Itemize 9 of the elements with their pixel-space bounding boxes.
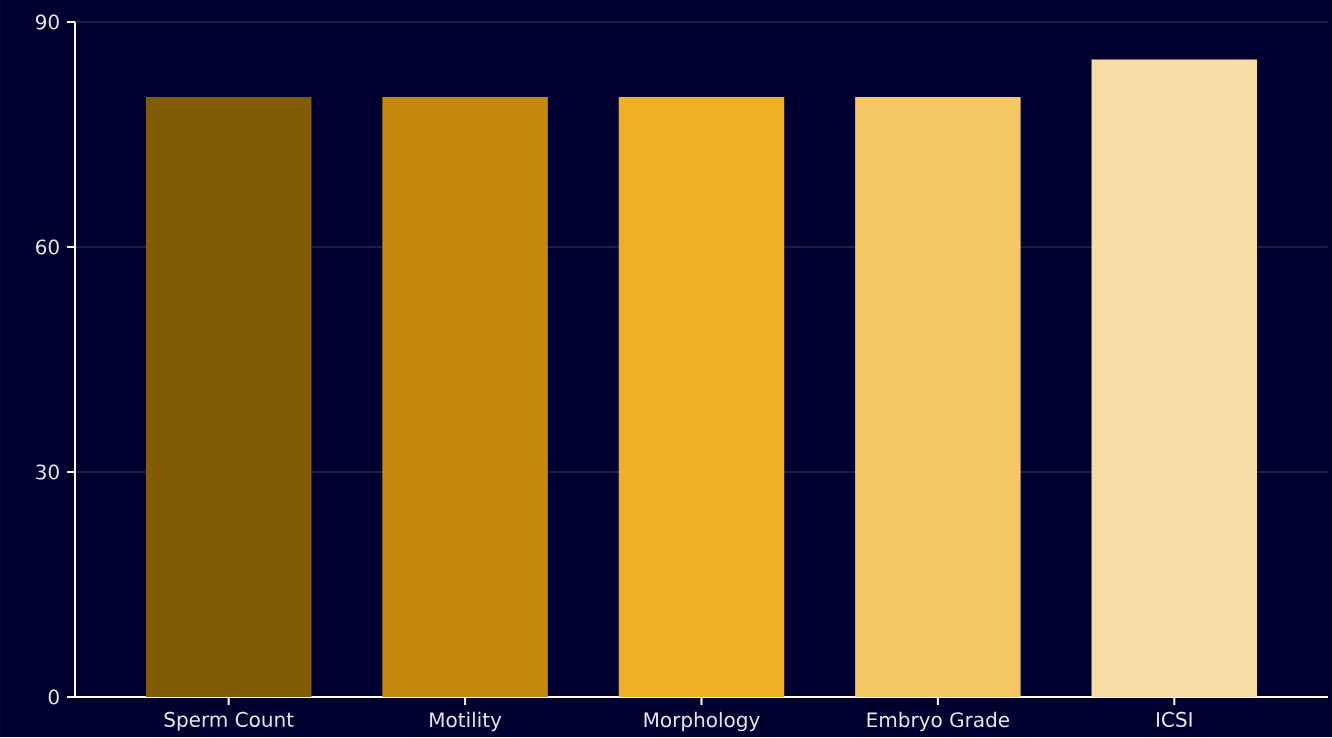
y-tick-label: 0 (48, 689, 59, 705)
x-tick-label: Sperm Count (164, 711, 294, 731)
x-tick-label: Embryo Grade (867, 711, 1010, 732)
y-tick-label: 30 (36, 464, 59, 480)
x-tick-label: ICSI (1157, 711, 1192, 728)
x-tick-label: Motility (430, 711, 502, 732)
x-tick-label: Morphology (644, 711, 760, 732)
y-tick-label: 90 (35, 14, 59, 30)
y-tick-label: 60 (36, 239, 59, 255)
